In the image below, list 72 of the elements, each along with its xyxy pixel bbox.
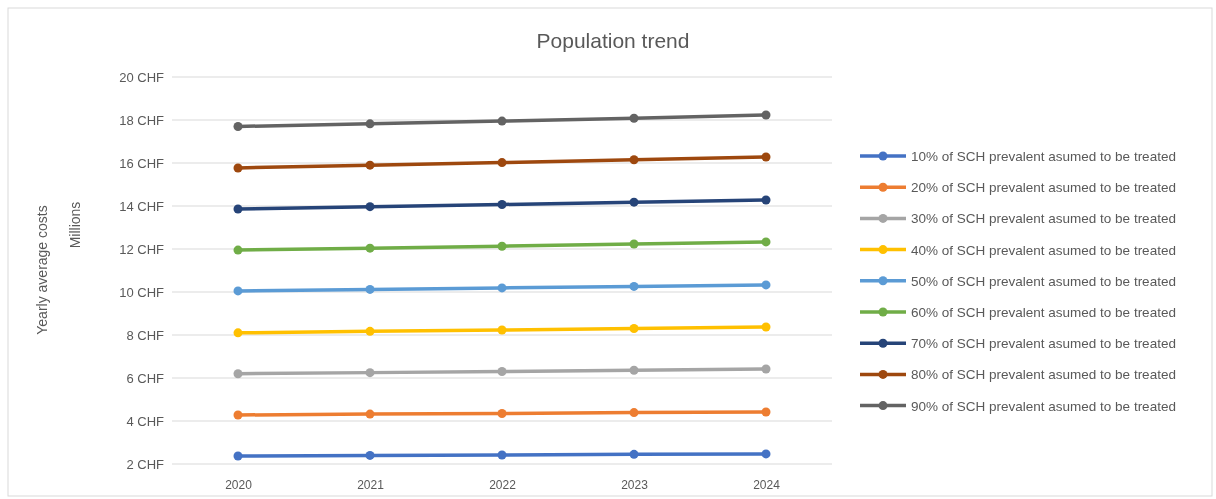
point bbox=[365, 119, 375, 129]
x-tick-label: 2020 bbox=[225, 477, 253, 492]
point bbox=[497, 283, 507, 293]
point bbox=[497, 241, 507, 251]
point bbox=[497, 158, 507, 168]
point bbox=[629, 324, 639, 334]
point bbox=[761, 152, 771, 162]
legend-label: 90% of SCH prevalent asumed to be treated bbox=[911, 398, 1176, 414]
y-tick-label: 2 CHF bbox=[126, 456, 165, 472]
point bbox=[761, 364, 771, 374]
point bbox=[365, 160, 375, 170]
x-tick-label: 2021 bbox=[357, 477, 385, 492]
point bbox=[233, 369, 243, 379]
point bbox=[761, 449, 771, 459]
point bbox=[761, 110, 771, 120]
point bbox=[233, 410, 243, 420]
x-tick-label: 2022 bbox=[489, 477, 517, 492]
point bbox=[629, 197, 639, 207]
point bbox=[233, 204, 243, 214]
point bbox=[629, 239, 639, 249]
point bbox=[761, 195, 771, 205]
y-tick-label: 10 CHF bbox=[119, 284, 165, 300]
legend-label: 70% of SCH prevalent asumed to be treated bbox=[911, 336, 1176, 352]
x-tick-label: 2023 bbox=[621, 477, 649, 492]
point bbox=[497, 116, 507, 126]
y-tick-label: 20 CHF bbox=[119, 69, 165, 85]
point bbox=[761, 322, 771, 332]
point bbox=[629, 281, 639, 291]
point bbox=[233, 163, 243, 173]
text: Millions bbox=[67, 201, 83, 249]
legend-label: 20% of SCH prevalent asumed to be treated bbox=[911, 180, 1176, 196]
point bbox=[497, 367, 507, 377]
point bbox=[629, 113, 639, 123]
chart-title: Population trend bbox=[536, 29, 690, 52]
y-tick-label: 14 CHF bbox=[119, 198, 165, 214]
point bbox=[629, 365, 639, 375]
point bbox=[497, 200, 507, 209]
point bbox=[233, 451, 243, 461]
legend-label: 60% of SCH prevalent asumed to be treated bbox=[911, 305, 1176, 320]
y-tick-label: 18 CHF bbox=[119, 112, 165, 128]
point bbox=[365, 450, 375, 460]
legend-label: 50% of SCH prevalent asumed to be treated bbox=[911, 273, 1176, 289]
point bbox=[761, 280, 771, 290]
point bbox=[233, 328, 243, 338]
point bbox=[365, 284, 375, 294]
point bbox=[365, 368, 375, 378]
point bbox=[761, 407, 771, 417]
point bbox=[629, 155, 639, 165]
point bbox=[233, 245, 243, 255]
y-tick-label: 8 CHF bbox=[126, 327, 165, 343]
point bbox=[497, 408, 507, 418]
legend-label: 80% of SCH prevalent asumed to be treated bbox=[911, 367, 1176, 383]
point bbox=[497, 450, 507, 460]
point bbox=[365, 202, 375, 212]
point bbox=[233, 121, 243, 131]
point bbox=[365, 243, 375, 253]
point bbox=[365, 409, 375, 419]
legend-label: 40% of SCH prevalent asumed to be treated bbox=[911, 242, 1176, 258]
y-tick-label: 16 CHF bbox=[119, 155, 165, 171]
point bbox=[365, 326, 375, 336]
point bbox=[233, 286, 243, 296]
point bbox=[629, 449, 639, 459]
y-axis-title: Yearly average costs bbox=[34, 205, 50, 335]
legend-label: 30% of SCH prevalent asumed to be treated bbox=[911, 211, 1176, 227]
point bbox=[629, 408, 639, 418]
y-tick-label: 12 CHF bbox=[119, 241, 165, 257]
x-tick-label: 2024 bbox=[753, 477, 781, 492]
y-tick-label: 4 CHF bbox=[126, 413, 165, 429]
y-tick-label: 6 CHF bbox=[126, 370, 165, 386]
point bbox=[497, 325, 507, 335]
point bbox=[761, 237, 771, 247]
legend-label: 10% of SCH prevalent asumed to be treated bbox=[911, 149, 1176, 164]
